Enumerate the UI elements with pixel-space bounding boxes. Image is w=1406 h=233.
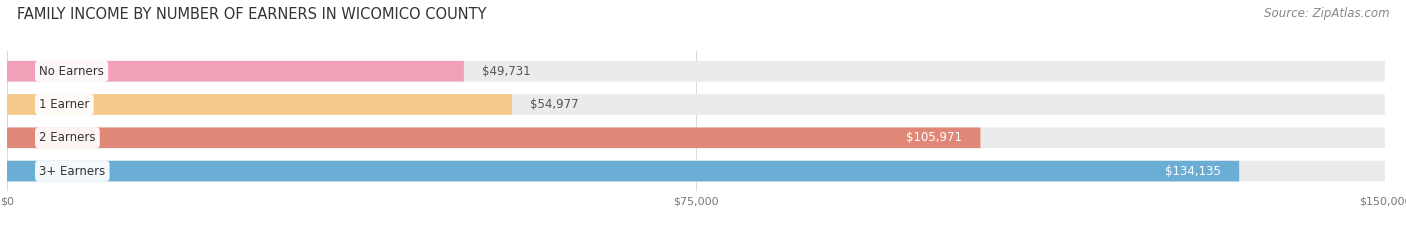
Text: 1 Earner: 1 Earner <box>39 98 90 111</box>
Text: $54,977: $54,977 <box>530 98 579 111</box>
Text: $105,971: $105,971 <box>905 131 962 144</box>
Text: Source: ZipAtlas.com: Source: ZipAtlas.com <box>1264 7 1389 20</box>
FancyBboxPatch shape <box>7 94 512 115</box>
Text: $134,135: $134,135 <box>1166 164 1220 178</box>
Text: FAMILY INCOME BY NUMBER OF EARNERS IN WICOMICO COUNTY: FAMILY INCOME BY NUMBER OF EARNERS IN WI… <box>17 7 486 22</box>
FancyBboxPatch shape <box>7 61 464 82</box>
Text: 3+ Earners: 3+ Earners <box>39 164 105 178</box>
FancyBboxPatch shape <box>7 127 980 148</box>
FancyBboxPatch shape <box>7 61 1385 82</box>
Text: 2 Earners: 2 Earners <box>39 131 96 144</box>
FancyBboxPatch shape <box>7 94 1385 115</box>
Text: $49,731: $49,731 <box>482 65 531 78</box>
Text: No Earners: No Earners <box>39 65 104 78</box>
FancyBboxPatch shape <box>7 161 1385 182</box>
FancyBboxPatch shape <box>7 161 1239 182</box>
FancyBboxPatch shape <box>7 127 1385 148</box>
